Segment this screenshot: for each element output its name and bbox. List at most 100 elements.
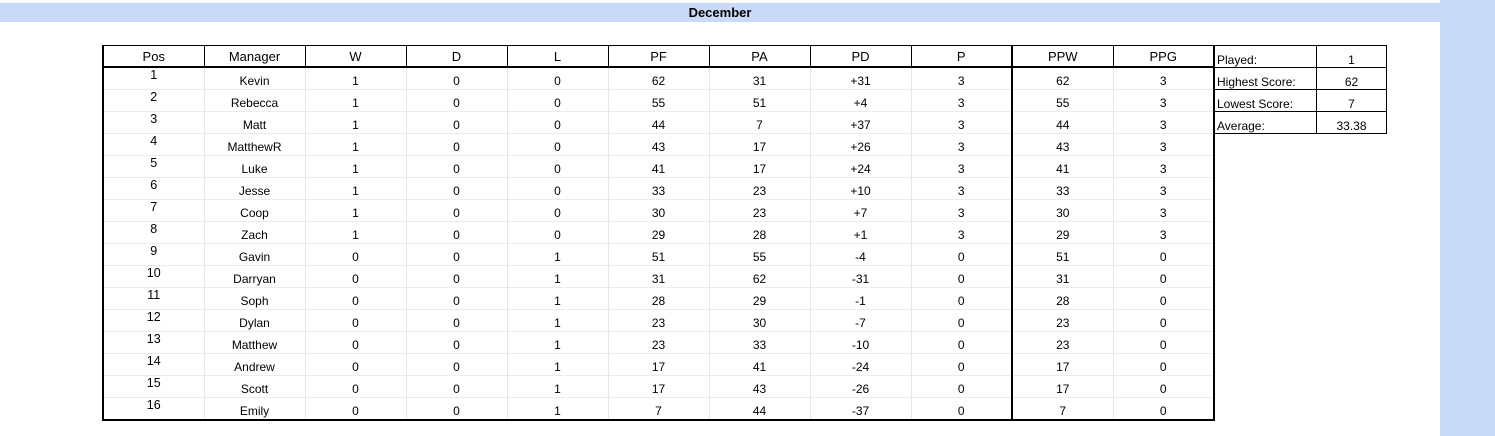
cell-pf[interactable]: 23 xyxy=(607,331,710,354)
summary-value-lowest[interactable]: 7 xyxy=(1316,89,1387,112)
summary-value-highest[interactable]: 62 xyxy=(1316,67,1387,90)
header-cell-ppg[interactable]: PPG xyxy=(1112,45,1215,68)
cell-manager[interactable]: Scott xyxy=(203,375,306,398)
cell-manager[interactable]: Emily xyxy=(203,397,306,421)
cell-l[interactable]: 0 xyxy=(506,133,609,156)
cell-pf[interactable]: 51 xyxy=(607,243,710,266)
cell-ppg[interactable]: 0 xyxy=(1112,265,1215,288)
cell-p[interactable]: 0 xyxy=(910,331,1013,354)
cell-pd[interactable]: +7 xyxy=(809,199,912,222)
cell-d[interactable]: 0 xyxy=(405,375,508,398)
cell-pf[interactable]: 43 xyxy=(607,133,710,156)
cell-d[interactable]: 0 xyxy=(405,331,508,354)
header-cell-l[interactable]: L xyxy=(506,45,609,68)
cell-p[interactable]: 0 xyxy=(910,309,1013,332)
cell-pa[interactable]: 23 xyxy=(708,177,811,200)
cell-w[interactable]: 0 xyxy=(304,243,407,266)
cell-pos[interactable]: 14 xyxy=(102,353,205,376)
cell-pos[interactable]: 8 xyxy=(102,221,205,244)
cell-pos[interactable]: 1 xyxy=(102,66,205,90)
cell-manager[interactable]: Dylan xyxy=(203,309,306,332)
cell-l[interactable]: 0 xyxy=(506,221,609,244)
header-cell-ppw[interactable]: PPW xyxy=(1011,45,1114,68)
cell-l[interactable]: 1 xyxy=(506,309,609,332)
cell-ppg[interactable]: 0 xyxy=(1112,287,1215,310)
cell-ppw[interactable]: 7 xyxy=(1011,397,1114,421)
cell-d[interactable]: 0 xyxy=(405,111,508,134)
cell-l[interactable]: 1 xyxy=(506,287,609,310)
cell-manager[interactable]: Kevin xyxy=(203,66,306,90)
cell-ppw[interactable]: 62 xyxy=(1011,66,1114,90)
cell-ppw[interactable]: 44 xyxy=(1011,111,1114,134)
cell-pf[interactable]: 55 xyxy=(607,89,710,112)
cell-p[interactable]: 3 xyxy=(910,177,1013,200)
cell-pf[interactable]: 7 xyxy=(607,397,710,421)
cell-pos[interactable]: 9 xyxy=(102,243,205,266)
cell-pos[interactable]: 5 xyxy=(102,155,205,178)
cell-pos[interactable]: 6 xyxy=(102,177,205,200)
cell-pd[interactable]: +1 xyxy=(809,221,912,244)
cell-manager[interactable]: MatthewR xyxy=(203,133,306,156)
cell-pa[interactable]: 41 xyxy=(708,353,811,376)
cell-manager[interactable]: Jesse xyxy=(203,177,306,200)
cell-p[interactable]: 0 xyxy=(910,287,1013,310)
cell-pa[interactable]: 17 xyxy=(708,133,811,156)
cell-pd[interactable]: +31 xyxy=(809,66,912,90)
cell-w[interactable]: 1 xyxy=(304,111,407,134)
cell-p[interactable]: 3 xyxy=(910,89,1013,112)
cell-ppg[interactable]: 3 xyxy=(1112,133,1215,156)
cell-manager[interactable]: Luke xyxy=(203,155,306,178)
cell-pf[interactable]: 17 xyxy=(607,375,710,398)
cell-d[interactable]: 0 xyxy=(405,66,508,90)
cell-w[interactable]: 1 xyxy=(304,89,407,112)
cell-pos[interactable]: 4 xyxy=(102,133,205,156)
cell-manager[interactable]: Zach xyxy=(203,221,306,244)
cell-manager[interactable]: Matthew xyxy=(203,331,306,354)
cell-pos[interactable]: 2 xyxy=(102,89,205,112)
cell-pa[interactable]: 17 xyxy=(708,155,811,178)
cell-pa[interactable]: 7 xyxy=(708,111,811,134)
cell-pa[interactable]: 29 xyxy=(708,287,811,310)
cell-ppg[interactable]: 3 xyxy=(1112,66,1215,90)
cell-pd[interactable]: -26 xyxy=(809,375,912,398)
cell-pd[interactable]: +4 xyxy=(809,89,912,112)
summary-label-average[interactable]: Average: xyxy=(1213,111,1317,134)
cell-ppg[interactable]: 0 xyxy=(1112,375,1215,398)
header-cell-manager[interactable]: Manager xyxy=(203,45,306,68)
cell-pa[interactable]: 30 xyxy=(708,309,811,332)
cell-pos[interactable]: 10 xyxy=(102,265,205,288)
cell-pd[interactable]: -4 xyxy=(809,243,912,266)
summary-label-played[interactable]: Played: xyxy=(1213,45,1317,68)
cell-d[interactable]: 0 xyxy=(405,287,508,310)
cell-d[interactable]: 0 xyxy=(405,89,508,112)
header-cell-pf[interactable]: PF xyxy=(607,45,710,68)
cell-manager[interactable]: Coop xyxy=(203,199,306,222)
cell-pa[interactable]: 44 xyxy=(708,397,811,421)
cell-pf[interactable]: 62 xyxy=(607,66,710,90)
cell-p[interactable]: 3 xyxy=(910,199,1013,222)
cell-ppw[interactable]: 51 xyxy=(1011,243,1114,266)
cell-ppw[interactable]: 23 xyxy=(1011,331,1114,354)
cell-ppw[interactable]: 17 xyxy=(1011,353,1114,376)
cell-d[interactable]: 0 xyxy=(405,353,508,376)
cell-pd[interactable]: -7 xyxy=(809,309,912,332)
cell-l[interactable]: 0 xyxy=(506,111,609,134)
cell-pos[interactable]: 13 xyxy=(102,331,205,354)
cell-pf[interactable]: 29 xyxy=(607,221,710,244)
cell-ppg[interactable]: 0 xyxy=(1112,331,1215,354)
cell-manager[interactable]: Soph xyxy=(203,287,306,310)
cell-p[interactable]: 0 xyxy=(910,265,1013,288)
cell-l[interactable]: 0 xyxy=(506,177,609,200)
cell-d[interactable]: 0 xyxy=(405,309,508,332)
cell-l[interactable]: 1 xyxy=(506,331,609,354)
cell-w[interactable]: 0 xyxy=(304,331,407,354)
cell-l[interactable]: 1 xyxy=(506,265,609,288)
cell-pf[interactable]: 23 xyxy=(607,309,710,332)
cell-w[interactable]: 0 xyxy=(304,309,407,332)
cell-ppg[interactable]: 3 xyxy=(1112,199,1215,222)
cell-pd[interactable]: -1 xyxy=(809,287,912,310)
cell-ppg[interactable]: 0 xyxy=(1112,353,1215,376)
cell-l[interactable]: 1 xyxy=(506,375,609,398)
cell-pd[interactable]: +37 xyxy=(809,111,912,134)
cell-pa[interactable]: 33 xyxy=(708,331,811,354)
